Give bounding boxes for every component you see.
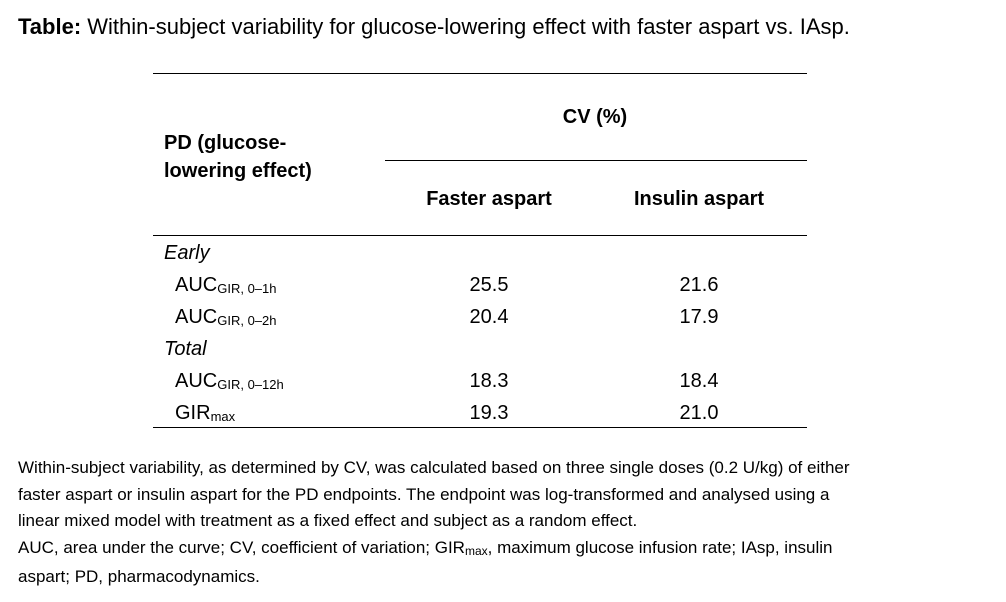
group-header-cv: CV (%) bbox=[562, 106, 628, 128]
footnote-text: , maximum glucose infusion rate; IAsp, i… bbox=[487, 537, 833, 557]
row-label-main: AUC bbox=[175, 306, 218, 328]
row-label-main: AUC bbox=[175, 274, 218, 296]
section-label-total: Total bbox=[164, 338, 207, 360]
caption-text: Within-subject variability for glucose-l… bbox=[81, 14, 850, 39]
row-label-auc-0-2h: AUCGIR, 0–2h bbox=[175, 303, 277, 335]
row-label-auc-0-1h: AUCGIR, 0–1h bbox=[175, 271, 277, 303]
value-insulin-gir-max: 21.0 bbox=[679, 402, 719, 424]
value-faster-auc-0-2h: 20.4 bbox=[469, 306, 509, 328]
row-label-main: GIR bbox=[175, 402, 211, 424]
row-header-line1: PD (glucose- bbox=[164, 132, 287, 154]
row-header-line2: lowering effect) bbox=[164, 160, 312, 182]
value-faster-gir-max: 19.3 bbox=[469, 402, 509, 424]
footnote-line: linear mixed model with treatment as a f… bbox=[18, 511, 638, 530]
value-faster-auc-0-12h: 18.3 bbox=[469, 370, 509, 392]
header-bottom-rule bbox=[153, 235, 807, 236]
row-label-sub: GIR, 0–1h bbox=[217, 281, 277, 296]
row-label-sub: max bbox=[210, 409, 236, 424]
table-top-rule bbox=[153, 73, 807, 74]
table-footnote: Within-subject variability, as determine… bbox=[18, 455, 998, 591]
section-label-early: Early bbox=[164, 242, 210, 264]
table-bottom-rule bbox=[153, 427, 807, 428]
row-label-auc-0-12h: AUCGIR, 0–12h bbox=[175, 367, 284, 399]
footnote-text: AUC, area under the curve; CV, coefficie… bbox=[18, 537, 465, 557]
value-insulin-auc-0-1h: 21.6 bbox=[679, 274, 719, 296]
footnote-abbreviations: AUC, area under the curve; CV, coefficie… bbox=[18, 535, 998, 565]
variability-table: PD (glucose- lowering effect) CV (%) Fas… bbox=[153, 73, 807, 429]
footnote-line: Within-subject variability, as determine… bbox=[18, 458, 850, 477]
column-header-faster-aspart: Faster aspart bbox=[426, 188, 552, 210]
caption-label: Table: bbox=[18, 14, 82, 39]
value-insulin-auc-0-12h: 18.4 bbox=[679, 370, 719, 392]
value-insulin-auc-0-2h: 17.9 bbox=[679, 306, 719, 328]
value-faster-auc-0-1h: 25.5 bbox=[469, 274, 509, 296]
column-header-insulin-aspart: Insulin aspart bbox=[633, 188, 765, 210]
footnote-line: faster aspart or insulin aspart for the … bbox=[18, 484, 830, 504]
row-label-sub: GIR, 0–2h bbox=[217, 313, 277, 328]
footnote-subscript: max bbox=[464, 543, 488, 558]
row-label-sub: GIR, 0–12h bbox=[217, 377, 284, 392]
row-label-main: AUC bbox=[175, 370, 218, 392]
table-caption: Table: Within-subject variability for gl… bbox=[18, 12, 850, 42]
group-header-rule bbox=[385, 160, 807, 161]
row-label-gir-max: GIRmax bbox=[175, 399, 235, 431]
footnote-line: aspart; PD, pharmacodynamics. bbox=[18, 567, 260, 586]
